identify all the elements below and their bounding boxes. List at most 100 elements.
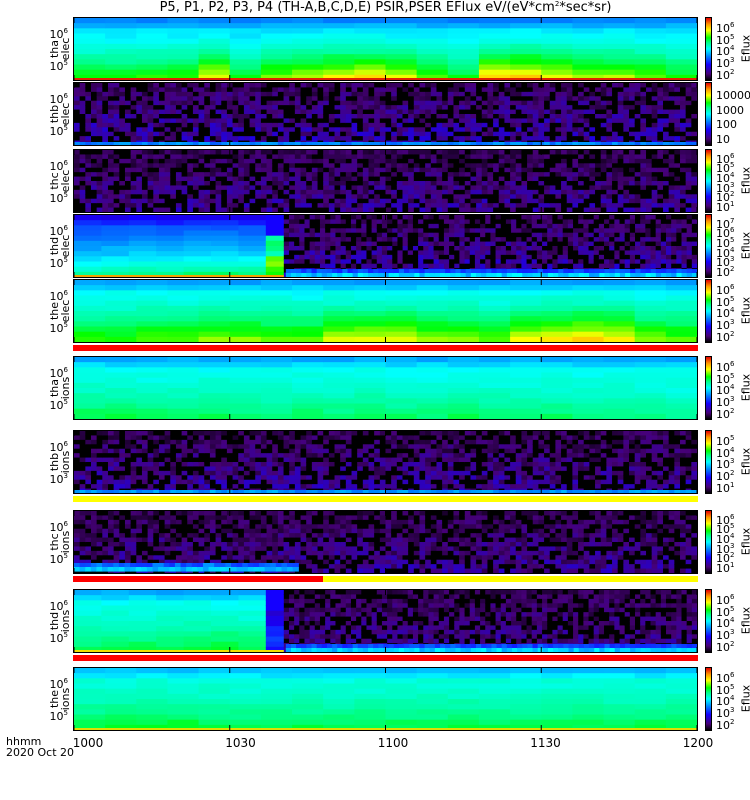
- spectrogram-cell: [419, 189, 426, 195]
- spectrogram-cell: [317, 87, 324, 93]
- spectrogram-cell: [527, 167, 534, 173]
- spectrogram-cell: [504, 172, 511, 178]
- spectrogram-cell: [198, 150, 205, 156]
- spectrogram-cell: [288, 228, 295, 234]
- spectrogram-cell: [167, 43, 200, 50]
- spectrogram-cell: [209, 154, 217, 160]
- spectrogram-cell: [433, 246, 440, 252]
- spectrogram-cell: [215, 122, 222, 128]
- spectrogram-cell: [583, 83, 590, 89]
- spectrogram-cell: [396, 181, 404, 187]
- spectrogram-cell: [515, 122, 523, 128]
- spectrogram-cell: [612, 118, 619, 124]
- spectrogram-cell: [646, 203, 653, 209]
- spectrogram-cell: [640, 87, 647, 93]
- spectrogram-cell: [374, 100, 381, 106]
- spectrogram-cell: [158, 83, 166, 89]
- spectrogram-cell: [105, 28, 137, 35]
- spectrogram-cell: [96, 87, 103, 93]
- spectrogram-cell: [255, 163, 262, 169]
- spectrogram-cell: [660, 241, 667, 247]
- spectrogram-cell: [397, 241, 404, 247]
- spectrogram-cell: [552, 250, 559, 256]
- spectrogram-cell: [572, 158, 579, 164]
- spectrogram-cell: [645, 269, 652, 274]
- spectrogram-cell: [288, 246, 295, 252]
- spectrogram-cell: [501, 269, 508, 274]
- spectrogram-cell: [368, 109, 375, 115]
- spectrogram-cell: [430, 96, 438, 102]
- spectrogram-cell: [319, 246, 326, 252]
- spectrogram-cell: [646, 105, 653, 111]
- spectrogram-cell: [378, 269, 385, 274]
- spectrogram-cell: [425, 172, 432, 178]
- spectrogram-cell: [572, 203, 579, 209]
- spectrogram-cell: [141, 150, 149, 156]
- spectrogram-cell: [119, 176, 126, 182]
- spectrogram-cell: [192, 114, 200, 120]
- spectrogram-cell: [443, 254, 450, 260]
- spectrogram-cell: [260, 38, 293, 45]
- spectrogram-cell: [243, 83, 251, 89]
- spectrogram-cell: [566, 185, 573, 191]
- spectrogram-cell: [572, 28, 605, 35]
- spectrogram-cell: [226, 96, 234, 102]
- spectrogram-cell: [558, 273, 564, 277]
- spectrogram-cell: [128, 271, 157, 277]
- spectrogram-cell: [277, 189, 285, 195]
- spectrogram-cell: [294, 176, 302, 182]
- spectrogram-cell: [294, 150, 302, 156]
- spectrogram-cell: [510, 49, 542, 55]
- spectrogram-cell: [436, 158, 443, 164]
- spectrogram-cell: [396, 109, 404, 115]
- spectrogram-cell: [243, 114, 251, 120]
- spectrogram-cell: [595, 181, 602, 187]
- spectrogram-cell: [538, 96, 545, 102]
- spectrogram-cell: [538, 91, 545, 97]
- spectrogram-cell: [351, 154, 358, 160]
- spectrogram-cell: [328, 142, 336, 145]
- spectrogram-cell: [470, 91, 477, 97]
- colorbar-tick-label: 104: [716, 45, 734, 58]
- spectrogram-cell: [260, 181, 268, 187]
- spectrogram-cell: [459, 167, 466, 173]
- spectrogram-cell: [391, 181, 398, 187]
- spectrogram-cell: [192, 154, 200, 160]
- spectrogram-cell: [527, 127, 534, 133]
- spectrogram-cell: [465, 273, 472, 277]
- spectrogram-cell: [668, 181, 675, 187]
- spectrogram-cell: [438, 237, 445, 243]
- spectrogram-cell: [542, 228, 548, 234]
- spectrogram-cell: [645, 259, 652, 265]
- spectrogram-cell: [453, 118, 460, 124]
- tick-base: 10: [716, 266, 730, 280]
- spectrogram-cell: [119, 100, 126, 106]
- spectrogram-cell: [368, 96, 375, 102]
- spectrogram-cell: [101, 261, 130, 268]
- spectrogram-cell: [304, 215, 311, 221]
- spectrogram-cell: [74, 43, 106, 50]
- spectrogram-cell: [657, 185, 664, 191]
- spectrogram-cell: [629, 232, 636, 238]
- spectrogram-cell: [515, 154, 523, 160]
- spectrogram-cell: [74, 181, 81, 187]
- spectrogram-cell: [304, 241, 311, 247]
- spectrogram-cell: [490, 237, 497, 243]
- spectrogram-cell: [487, 105, 494, 111]
- spectrogram-cell: [547, 223, 553, 229]
- spectrogram-cell: [521, 181, 528, 187]
- spectrogram-cell: [294, 254, 300, 260]
- spectrogram-cell: [392, 219, 399, 225]
- spectrogram-cell: [572, 154, 579, 160]
- spectrogram-cell: [136, 136, 143, 142]
- spectrogram-cell: [572, 136, 579, 142]
- spectrogram-cell: [323, 185, 330, 191]
- spectrogram-cell: [374, 87, 381, 93]
- spectrogram-cell: [158, 150, 166, 156]
- spectrogram-cell: [516, 232, 522, 238]
- spectrogram-cell: [640, 254, 646, 260]
- spectrogram-cell: [504, 105, 511, 111]
- spectrogram-cell: [319, 237, 326, 243]
- spectrogram-cell: [438, 223, 445, 229]
- spectrogram-cell: [634, 131, 641, 137]
